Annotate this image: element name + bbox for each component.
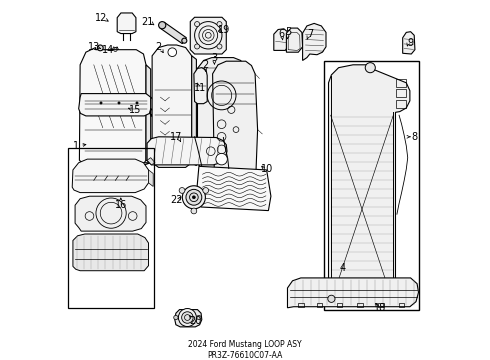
Text: 3: 3 <box>211 53 218 63</box>
Circle shape <box>203 188 209 193</box>
Polygon shape <box>79 94 151 116</box>
Polygon shape <box>286 28 303 52</box>
Circle shape <box>182 186 205 209</box>
Polygon shape <box>197 58 245 168</box>
Circle shape <box>100 102 102 104</box>
Polygon shape <box>160 22 186 44</box>
Circle shape <box>174 315 178 320</box>
Polygon shape <box>288 278 418 308</box>
Polygon shape <box>147 137 227 165</box>
Polygon shape <box>148 170 153 186</box>
Text: 9: 9 <box>408 38 414 48</box>
Polygon shape <box>274 29 289 50</box>
Text: 6: 6 <box>278 29 284 39</box>
Circle shape <box>182 312 193 323</box>
Polygon shape <box>117 13 136 33</box>
Polygon shape <box>328 65 410 303</box>
Circle shape <box>193 196 196 199</box>
Polygon shape <box>303 23 326 60</box>
Text: 18: 18 <box>374 303 386 313</box>
Text: 14: 14 <box>102 45 114 55</box>
Circle shape <box>195 44 199 49</box>
Polygon shape <box>403 32 415 54</box>
Circle shape <box>178 309 196 327</box>
Circle shape <box>197 315 201 320</box>
Polygon shape <box>190 17 226 54</box>
Polygon shape <box>152 45 192 167</box>
Text: 13: 13 <box>88 42 100 52</box>
Circle shape <box>191 208 197 214</box>
Polygon shape <box>85 163 151 166</box>
Polygon shape <box>149 97 155 117</box>
Circle shape <box>186 189 202 205</box>
Text: 19: 19 <box>218 24 230 35</box>
Text: 10: 10 <box>261 164 273 174</box>
Circle shape <box>179 188 185 193</box>
Text: 2: 2 <box>155 42 162 52</box>
Circle shape <box>328 295 335 302</box>
Text: 5: 5 <box>285 27 292 37</box>
Text: 2024 Ford Mustang LOOP ASY
PR3Z-76610C07-AA: 2024 Ford Mustang LOOP ASY PR3Z-76610C07… <box>188 340 302 360</box>
Text: 4: 4 <box>339 263 345 273</box>
Circle shape <box>98 45 103 51</box>
Circle shape <box>136 102 138 104</box>
Text: 22: 22 <box>171 195 183 205</box>
Text: 21: 21 <box>142 17 154 27</box>
Text: 2: 2 <box>202 60 209 70</box>
Circle shape <box>365 63 375 73</box>
Polygon shape <box>146 65 151 163</box>
Circle shape <box>182 38 187 43</box>
Polygon shape <box>213 61 258 182</box>
Text: 16: 16 <box>115 200 127 210</box>
Text: 7: 7 <box>307 29 314 39</box>
Circle shape <box>159 22 166 29</box>
Text: 12: 12 <box>95 13 107 23</box>
Text: 1: 1 <box>73 141 79 151</box>
Circle shape <box>217 22 222 27</box>
Circle shape <box>195 22 199 27</box>
Polygon shape <box>73 234 148 271</box>
Circle shape <box>216 153 227 165</box>
Text: 8: 8 <box>411 132 417 142</box>
Polygon shape <box>175 310 202 327</box>
Text: 15: 15 <box>129 105 142 115</box>
Polygon shape <box>194 68 207 104</box>
Polygon shape <box>147 158 155 165</box>
Text: 17: 17 <box>171 132 183 142</box>
Text: 20: 20 <box>189 316 201 326</box>
Circle shape <box>217 44 222 49</box>
Polygon shape <box>196 166 271 211</box>
Text: 11: 11 <box>194 83 206 93</box>
Polygon shape <box>192 56 196 166</box>
Polygon shape <box>79 48 146 166</box>
Polygon shape <box>75 196 146 231</box>
Polygon shape <box>72 159 148 193</box>
Circle shape <box>168 48 176 57</box>
Circle shape <box>118 102 120 104</box>
